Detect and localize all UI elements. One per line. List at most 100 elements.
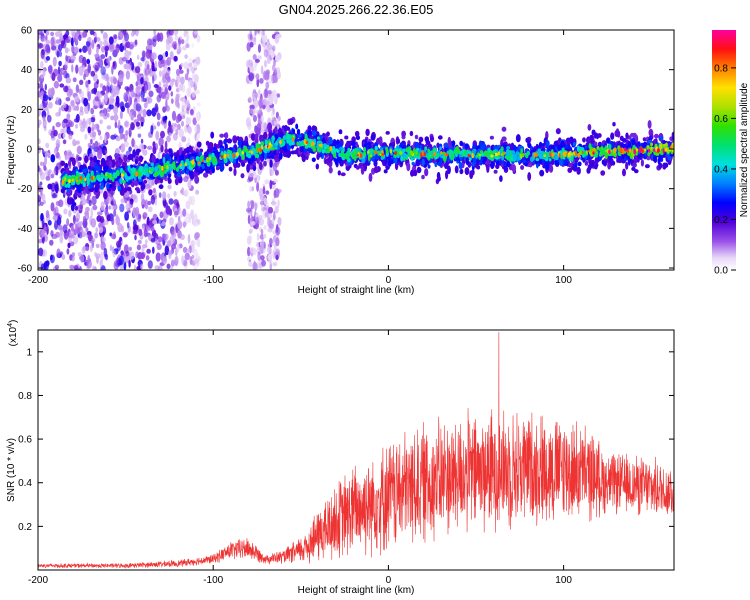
spectrogram-ridge-cell [168, 148, 172, 154]
spectrogram-noise-cell [137, 213, 142, 220]
spectrogram-noise-cell [124, 211, 129, 221]
spectrogram-ridge-cell [612, 122, 616, 127]
spectrogram-noise-cell [187, 137, 191, 145]
spectrogram-ridge-cell [103, 190, 108, 200]
spectrogram-ridge-cell [168, 178, 172, 184]
spectrogram-noise-cell [44, 152, 51, 158]
spectrogram-noise-cell [50, 230, 54, 237]
spectrogram-ridge-cell [336, 149, 340, 153]
spectrogram-noise-cell [92, 99, 96, 106]
spectrogram-ridge-cell [436, 142, 440, 149]
spectrogram-ridge-cell [548, 164, 554, 173]
spectrogram-noise-cell [188, 62, 193, 67]
spectrogram-noise-cell [100, 66, 106, 76]
spectrogram-noise-cell [72, 104, 77, 111]
spectrogram-noise-cell [173, 43, 177, 50]
spectrogram-noise-cell [158, 81, 162, 87]
spectrogram-ridge-cell [122, 180, 126, 184]
spectrogram-ridge-cell [228, 166, 233, 172]
spectrogram-ridge-cell [108, 160, 113, 169]
spectrogram-noise-cell [253, 260, 256, 270]
spectrogram-ridge-cell [486, 163, 490, 173]
spectrogram-ridge-cell [487, 156, 492, 160]
spectrogram-noise-cell [270, 169, 275, 176]
spectrogram-noise-cell [99, 216, 105, 224]
spectrogram-noise-cell [124, 86, 130, 91]
spectrogram-ridge-cell [196, 141, 202, 148]
spectrogram-ridge-cell [180, 153, 185, 162]
spectrogram-noise-cell [146, 109, 152, 117]
spectrogram-noise-cell [190, 209, 194, 220]
spectrogram-ridge-cell [506, 156, 511, 161]
spectrogram-noise-cell [249, 41, 254, 48]
spectrogram-noise-cell [249, 186, 253, 192]
spectrogram-ridge-cell [594, 164, 598, 170]
spectrogram-noise-cell [70, 30, 76, 36]
spectrogram-ridge-cell [81, 165, 85, 170]
spectrogram-noise-cell [164, 233, 168, 243]
spectrogram-noise-cell [119, 236, 123, 242]
spectrogram-noise-cell [93, 123, 100, 131]
spectrogram-noise-cell [141, 244, 145, 254]
spectrogram-noise-cell [87, 126, 92, 134]
spectrogram-noise-cell [90, 117, 96, 123]
spectrogram-noise-cell [156, 32, 161, 42]
spectrogram-ridge-cell [103, 165, 108, 172]
spectrogram-ridge-cell [525, 152, 529, 159]
spectrogram-ridge-cell [140, 182, 146, 190]
spectrogram-noise-cell [257, 43, 262, 53]
spectrogram-ridge-cell [641, 143, 646, 149]
spectrogram-heatmap [38, 30, 674, 270]
spectrogram-ridge-cell [427, 164, 431, 169]
spectrogram-noise-cell [59, 33, 63, 40]
spectrogram-noise-cell [75, 124, 78, 129]
spectrogram-ridge-cell [646, 145, 650, 150]
spectrogram-noise-cell [166, 263, 171, 270]
spectrogram-ridge-cell [339, 146, 343, 151]
spectrogram-noise-cell [268, 223, 275, 230]
spectrogram-noise-cell [268, 213, 273, 219]
spectrogram-ridge-cell [143, 180, 148, 184]
spectrogram-noise-cell [176, 76, 181, 85]
spectrogram-noise-cell [120, 198, 126, 204]
spectrogram-noise-cell [174, 36, 180, 41]
spectrogram-noise-cell [110, 134, 116, 140]
spectrogram-noise-cell [134, 234, 137, 241]
spectrogram-ridge-cell [60, 160, 66, 166]
spectrogram-noise-cell [128, 127, 132, 137]
spectrogram-noise-cell [102, 85, 107, 92]
spectrogram-noise-cell [105, 253, 109, 261]
spectrogram-ridge-cell [308, 126, 312, 132]
spectrogram-noise-cell [90, 218, 97, 228]
spectrogram-noise-cell [128, 41, 134, 50]
spectrogram-noise-cell [58, 30, 62, 34]
spectrogram-noise-cell [129, 61, 132, 72]
spectrogram-noise-cell [98, 226, 104, 234]
spectrogram-noise-cell [55, 121, 61, 128]
spectrogram-noise-cell [135, 121, 140, 127]
spectrogram-noise-cell [181, 255, 185, 265]
spectrogram-noise-cell [193, 266, 197, 270]
spectrogram-noise-cell [73, 220, 76, 225]
spectrogram-noise-cell [256, 123, 262, 133]
spectrogram-ridge-cell [254, 136, 259, 145]
spectrogram-noise-cell [85, 246, 90, 252]
spectrogram-noise-cell [135, 85, 141, 95]
spectrogram-noise-cell [159, 253, 165, 260]
spectrogram-ridge-cell [387, 160, 392, 167]
spectrogram-ridge-cell [123, 186, 128, 193]
spectrogram-ridge-cell [439, 146, 442, 151]
spectrogram-noise-cell [100, 143, 105, 150]
spectrogram-noise-cell [132, 229, 138, 235]
spectrogram-noise-cell [123, 140, 129, 148]
spectrogram-noise-cell [89, 244, 93, 252]
spectrogram-ridge-cell [513, 144, 517, 150]
spectrogram-noise-cell [86, 58, 91, 65]
spectrogram-noise-cell [152, 246, 155, 254]
spectrogram-ridge-cell [613, 152, 617, 158]
spectrogram-noise-cell [71, 255, 75, 262]
spectrogram-ridge-cell [134, 158, 139, 165]
spectrogram-ridge-cell [650, 142, 653, 147]
spectrogram-noise-cell [260, 228, 264, 236]
spectrogram-ridge-cell [554, 160, 558, 166]
